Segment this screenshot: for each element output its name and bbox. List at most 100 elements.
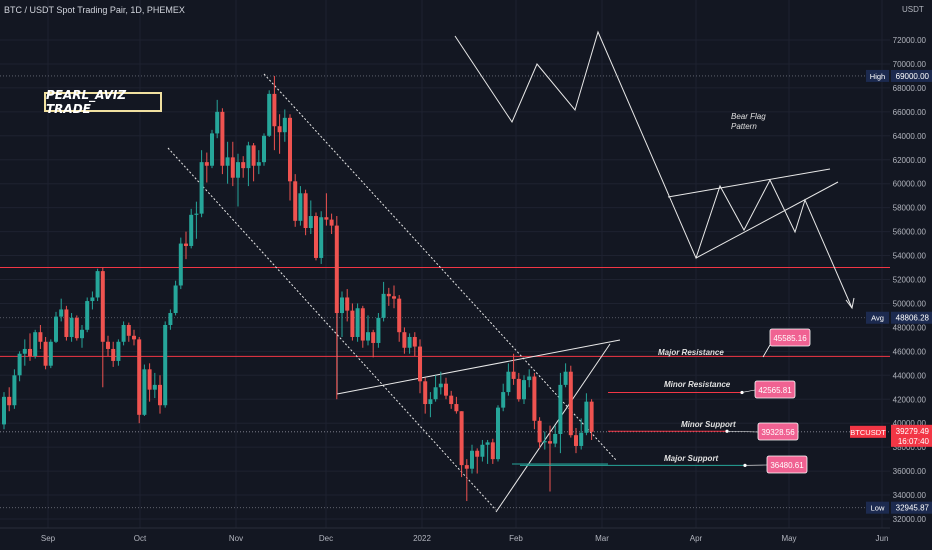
candle-body — [381, 293, 386, 318]
price-axis — [890, 0, 932, 550]
current-price-value: 39279.49 — [896, 427, 930, 436]
price-tick-label: 34000.00 — [893, 491, 927, 500]
candle-body — [537, 420, 542, 443]
price-tick-label: 46000.00 — [893, 347, 927, 356]
candle-body — [184, 243, 188, 246]
candle-body — [38, 332, 43, 342]
time-tick-label: Jun — [876, 534, 889, 543]
candle-body — [324, 217, 329, 220]
candle-body — [470, 450, 474, 469]
candle-body — [241, 162, 246, 169]
candle-body — [574, 435, 578, 446]
candle-body — [194, 213, 199, 215]
candle-body — [459, 411, 464, 466]
time-tick-label: Feb — [509, 534, 523, 543]
callout-line — [726, 430, 759, 433]
candle-body — [28, 348, 32, 357]
level-value: 45585.16 — [773, 334, 807, 343]
candle-body — [464, 465, 469, 469]
price-tick-label: 68000.00 — [893, 84, 927, 93]
candle-body — [152, 384, 157, 390]
candle-body — [454, 404, 459, 412]
axis-badge-value: 32945.87 — [896, 504, 930, 513]
candle-body — [7, 396, 12, 406]
axis-badge-value-box — [891, 311, 932, 324]
candle-body — [2, 396, 6, 425]
candle-body — [168, 313, 173, 326]
bear-flag-path — [454, 30, 853, 309]
price-tick-label: 54000.00 — [893, 252, 927, 261]
price-tick-label: 66000.00 — [893, 108, 927, 117]
candle-body — [48, 341, 53, 366]
level-value-box — [769, 328, 811, 347]
flag-upper-line — [667, 168, 831, 198]
arrow-head — [845, 297, 855, 310]
candle-body — [371, 332, 376, 343]
candle-body — [527, 376, 532, 381]
level-value: 42565.81 — [758, 386, 792, 395]
candle-body — [293, 181, 298, 221]
axis-badge-tag — [866, 501, 889, 514]
candle-body — [490, 442, 495, 460]
candle-body — [277, 126, 282, 133]
candle-body — [475, 450, 480, 457]
candle-body — [449, 395, 454, 405]
level-label: Minor Resistance — [664, 380, 731, 389]
candle-body — [423, 381, 428, 405]
axis-badge-label: High — [870, 72, 885, 81]
candle-body — [225, 157, 230, 166]
currency-label: USDT — [902, 5, 924, 14]
time-tick-label: Sep — [41, 534, 56, 543]
current-price-box — [891, 424, 932, 447]
candle-body — [480, 444, 485, 457]
axis-badge-value-box — [891, 501, 932, 514]
candle-body — [80, 329, 84, 339]
candle-body — [147, 369, 152, 390]
level-label: Minor Support — [681, 420, 736, 429]
candle-body — [444, 383, 448, 396]
time-tick-label: Nov — [229, 534, 243, 543]
candle-body — [376, 317, 381, 343]
candle-body — [345, 297, 350, 311]
candle-body — [85, 301, 90, 330]
candle-body — [204, 162, 209, 166]
candle-body — [158, 384, 162, 406]
candle-body — [511, 371, 516, 379]
candle-body — [33, 332, 38, 357]
candle-body — [579, 432, 584, 446]
candle-body — [142, 369, 147, 415]
candle-body — [485, 442, 490, 445]
candle-body — [220, 111, 225, 166]
candle-body — [106, 341, 110, 349]
level-value: 36480.61 — [770, 461, 804, 470]
flag-lower-line — [695, 181, 839, 259]
price-tick-label: 72000.00 — [893, 36, 927, 45]
candle-body — [189, 214, 194, 246]
price-tick-label: 42000.00 — [893, 395, 927, 404]
candle-body — [308, 216, 313, 229]
candle-body — [64, 309, 69, 337]
price-tick-label: 44000.00 — [893, 371, 927, 380]
candle-body — [132, 335, 136, 340]
channel-lower-line — [167, 147, 497, 511]
candle-body — [548, 441, 552, 444]
candle-body — [355, 308, 360, 337]
candle-body — [496, 407, 500, 460]
candle-body — [584, 401, 589, 433]
axis-badge-value: 69000.00 — [896, 72, 930, 81]
price-tick-label: 64000.00 — [893, 132, 927, 141]
watermark-logo: PEARL_AVIZ TRADE — [44, 88, 162, 116]
candle-body — [412, 336, 417, 347]
axis-badge-label: Low — [871, 504, 885, 513]
candle-body — [111, 348, 116, 361]
candle-body — [236, 162, 240, 178]
price-tick-label: 36000.00 — [893, 467, 927, 476]
candle-body — [256, 162, 261, 166]
candle-body — [251, 145, 256, 166]
annotation-text: Pattern — [731, 122, 757, 131]
price-tick-label: 62000.00 — [893, 156, 927, 165]
candle-body — [199, 162, 204, 214]
candle-body — [22, 348, 27, 354]
price-tick-label: 38000.00 — [893, 443, 927, 452]
